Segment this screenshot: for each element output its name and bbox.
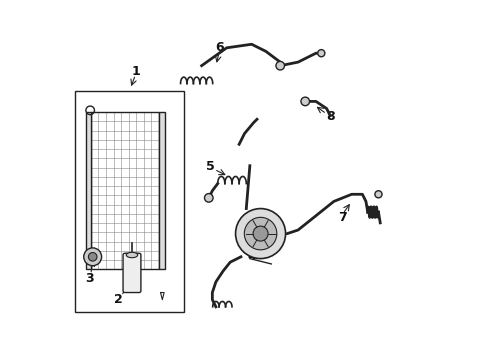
FancyBboxPatch shape (123, 253, 141, 293)
Circle shape (275, 62, 284, 70)
Text: 8: 8 (326, 110, 335, 123)
Text: 5: 5 (206, 160, 215, 173)
Text: 6: 6 (215, 41, 224, 54)
Text: 7: 7 (338, 211, 346, 224)
Circle shape (244, 217, 276, 250)
Circle shape (88, 252, 97, 261)
Circle shape (317, 50, 324, 57)
Bar (91, 112, 159, 269)
Circle shape (253, 226, 267, 241)
Circle shape (235, 208, 285, 258)
Text: 1: 1 (131, 64, 140, 77)
Text: 4: 4 (247, 250, 256, 263)
Bar (75, 91, 183, 312)
Bar (85, 112, 91, 269)
Bar (159, 112, 165, 269)
Ellipse shape (126, 252, 138, 258)
Text: 3: 3 (84, 272, 93, 285)
Circle shape (300, 97, 309, 106)
Text: 2: 2 (114, 293, 123, 306)
Circle shape (204, 194, 213, 202)
Circle shape (83, 248, 102, 266)
Circle shape (374, 191, 381, 198)
